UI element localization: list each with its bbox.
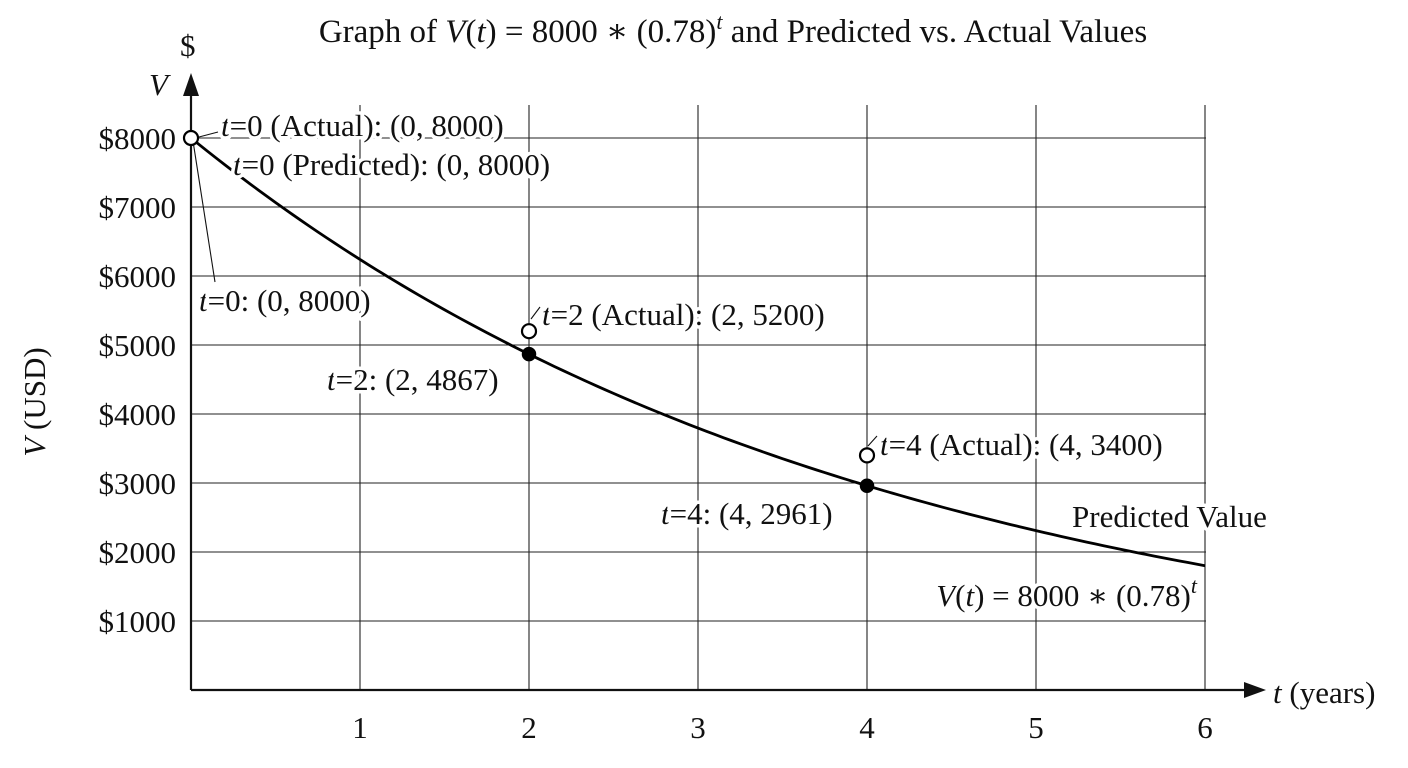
leader-line-t0-actual bbox=[198, 131, 219, 138]
x-tick-label: 6 bbox=[1197, 710, 1213, 745]
actual-point bbox=[182, 129, 200, 147]
label-t2-text: =2: (2, 4867) bbox=[336, 362, 499, 397]
y-tick-label: $6000 bbox=[99, 259, 177, 294]
label-t2-actual: t=2 (Actual): (2, 5200) bbox=[542, 297, 825, 332]
title-open: ( bbox=[465, 14, 476, 50]
predicted-point bbox=[521, 346, 537, 362]
data-points bbox=[182, 129, 876, 493]
formula-exponent: t bbox=[1191, 573, 1198, 598]
grid bbox=[191, 105, 1206, 690]
title-close: ) bbox=[486, 14, 497, 50]
y-tick-label: $2000 bbox=[99, 535, 177, 570]
label-t4-text: =4: (4, 2961) bbox=[670, 496, 833, 531]
title-func: V bbox=[445, 14, 469, 50]
y-tick-label: $3000 bbox=[99, 466, 177, 501]
title-rest: = 8000 ∗ (0.78) bbox=[497, 14, 717, 50]
x-tick-label: 2 bbox=[521, 710, 537, 745]
leader-line-t0 bbox=[192, 140, 216, 283]
actual-point bbox=[520, 323, 538, 340]
label-t2-actual-text: =2 (Actual): (2, 5200) bbox=[551, 297, 825, 332]
y-tick-label: $1000 bbox=[99, 604, 177, 639]
y-axis-arrow bbox=[183, 73, 199, 96]
label-t0-actual: t=0 (Actual): (0, 8000) bbox=[221, 108, 504, 143]
y-axis-label-var: V bbox=[17, 435, 52, 457]
x-axis-label-var: t bbox=[1273, 675, 1283, 710]
title-suffix: and Predicted vs. Actual Values bbox=[723, 14, 1148, 50]
formula-close: ) bbox=[974, 578, 984, 613]
x-tick-label: 5 bbox=[1028, 710, 1044, 745]
y-axis-label: V (USD) bbox=[17, 347, 52, 456]
y-tick-label: $4000 bbox=[99, 397, 177, 432]
y-unit-symbol: $ bbox=[180, 28, 196, 63]
label-t4: t=4: (4, 2961) bbox=[661, 496, 833, 531]
predicted-curve bbox=[190, 136, 1206, 568]
x-tick-label: 3 bbox=[690, 710, 706, 745]
y-tick-label: $5000 bbox=[99, 328, 177, 363]
formula-rest: = 8000 ∗ (0.78) bbox=[984, 578, 1190, 613]
formula-label: V(t) = 8000 ∗ (0.78)t bbox=[936, 573, 1198, 613]
y-axis-var: V bbox=[149, 67, 171, 102]
y-tick-labels: $1000 $2000 $3000 $4000 $5000 $6000 $7000 $8000 bbox=[99, 121, 177, 639]
formula-open: ( bbox=[955, 578, 965, 613]
actual-point bbox=[858, 447, 876, 464]
label-t4-actual: t=4 (Actual): (4, 3400) bbox=[880, 427, 1163, 462]
label-t0-predicted-text: =0 (Predicted): (0, 8000) bbox=[242, 147, 550, 182]
axes bbox=[183, 73, 1266, 698]
label-t0-predicted: t=0 (Predicted): (0, 8000) bbox=[233, 147, 550, 182]
label-t4-actual-text: =4 (Actual): (4, 3400) bbox=[889, 427, 1163, 462]
leader-line-t4-actual bbox=[867, 435, 878, 447]
y-tick-label: $7000 bbox=[99, 190, 177, 225]
x-axis-label: t (years) bbox=[1273, 675, 1375, 710]
label-t0-text: =0: (0, 8000) bbox=[208, 283, 371, 318]
x-axis-label-rest: (years) bbox=[1282, 675, 1376, 710]
x-tick-labels: 1 2 3 4 5 6 bbox=[352, 710, 1213, 745]
leader-line-t2-actual bbox=[530, 306, 541, 320]
predicted-point bbox=[859, 478, 875, 493]
title-prefix: Graph of bbox=[319, 14, 445, 50]
label-t2: t=2: (2, 4867) bbox=[327, 362, 499, 397]
x-tick-label: 1 bbox=[352, 710, 368, 745]
x-tick-label: 4 bbox=[859, 710, 875, 745]
y-axis-label-rest: (USD) bbox=[17, 347, 52, 437]
label-t0: t=0: (0, 8000) bbox=[199, 283, 371, 318]
chart-title: Graph of V(t) = 8000 ∗ (0.78)t and Predi… bbox=[319, 9, 1147, 50]
x-axis-arrow bbox=[1244, 682, 1266, 698]
title-var: t bbox=[476, 14, 486, 50]
label-t0-actual-text: =0 (Actual): (0, 8000) bbox=[230, 108, 504, 143]
series-name-label: Predicted Value bbox=[1072, 499, 1267, 534]
y-tick-label: $8000 bbox=[99, 121, 177, 156]
title-exponent: t bbox=[716, 9, 723, 34]
